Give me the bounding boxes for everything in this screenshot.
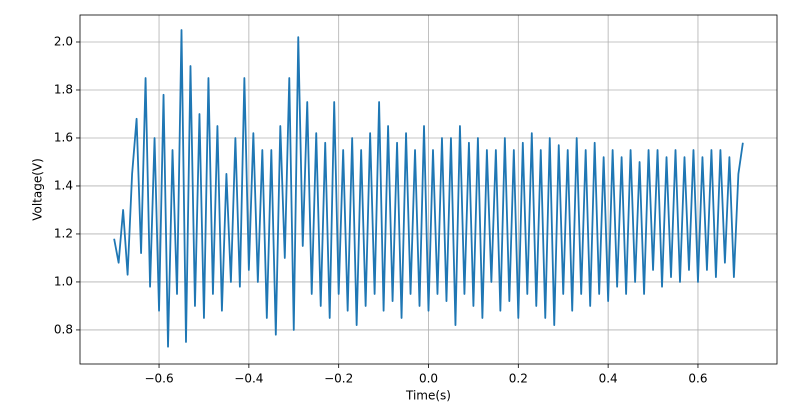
- y-tick-label: 1.4: [54, 178, 73, 192]
- ticks: −0.6 −0.4 −0.2 0.0 0.2 0.4 0.6 0.8 1.0 1.2 1.4 1.6 1…: [54, 34, 708, 385]
- x-tick-label: 0.6: [688, 372, 707, 386]
- x-tick-label: −0.2: [324, 372, 353, 386]
- x-tick-label: 0.4: [599, 372, 618, 386]
- y-tick-label: 1.0: [54, 274, 73, 288]
- y-tick-label: 1.8: [54, 82, 73, 96]
- y-axis-label: Voltage(V): [31, 158, 45, 221]
- y-tick-label: 2.0: [54, 34, 73, 48]
- y-tick-label: 1.2: [54, 226, 73, 240]
- y-tick-label: 1.6: [54, 130, 73, 144]
- x-axis-label: Time(s): [405, 389, 451, 403]
- x-tick-label: 0.2: [509, 372, 528, 386]
- x-tick-label: 0.0: [419, 372, 438, 386]
- y-tick-label: 0.8: [54, 322, 73, 336]
- x-tick-label: −0.6: [144, 372, 173, 386]
- data-line: [113, 29, 744, 348]
- marks: [113, 29, 744, 348]
- x-tick-label: −0.4: [234, 372, 263, 386]
